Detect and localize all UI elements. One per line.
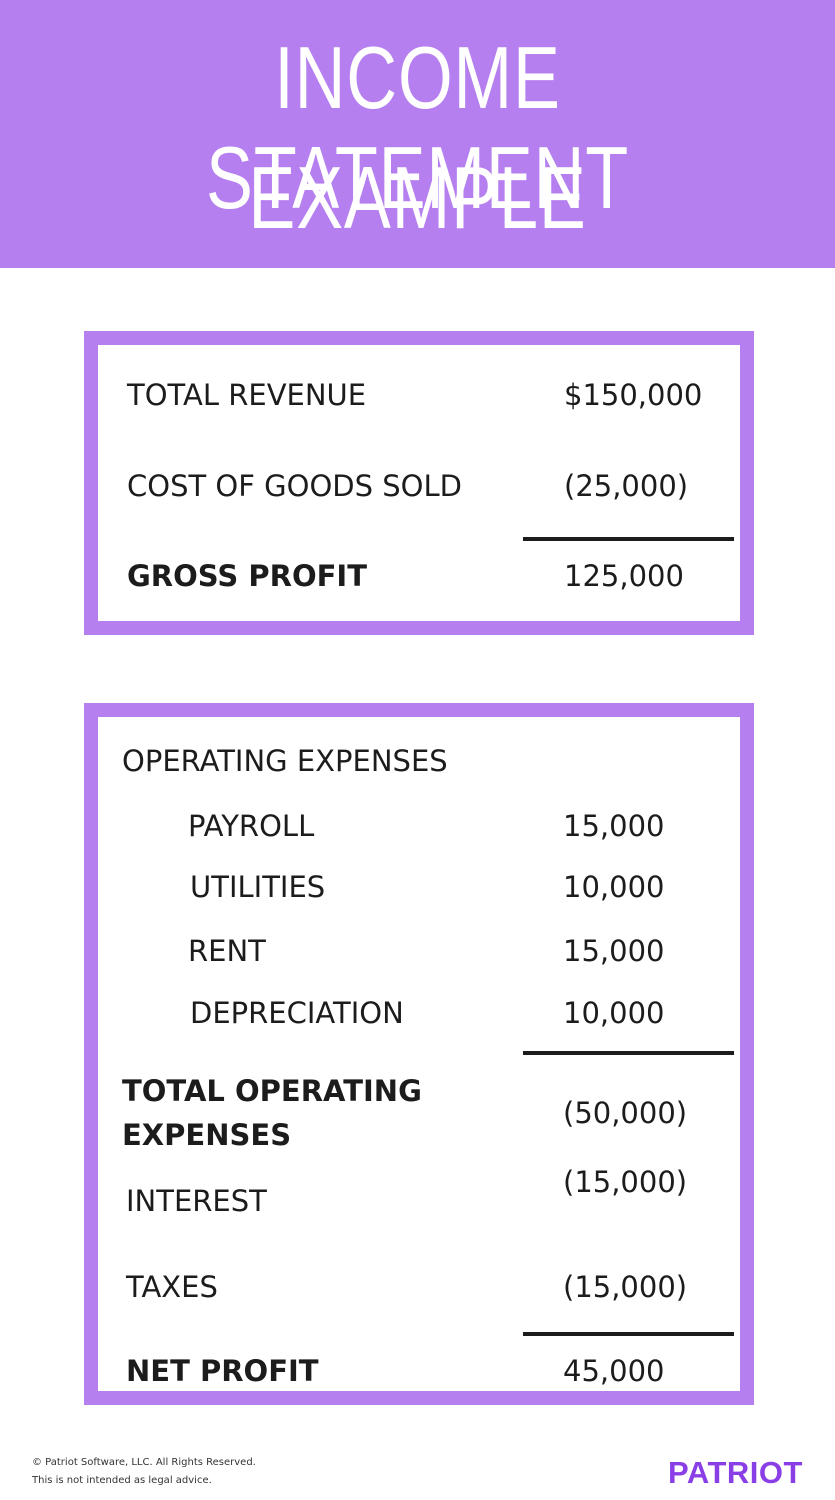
expense-item-value: 15,000 [563, 809, 665, 843]
total-revenue-label: TOTAL REVENUE [127, 378, 367, 412]
gross-profit-label: GROSS PROFIT [127, 559, 367, 593]
total-operating-value: (50,000) [563, 1096, 688, 1130]
taxes-label: TAXES [126, 1270, 218, 1304]
net-profit-label: NET PROFIT [126, 1354, 319, 1388]
copyright-notice: © Patriot Software, LLC. All Rights Rese… [32, 1457, 256, 1468]
expense-item-value: 15,000 [563, 934, 665, 968]
subtotal-rule [523, 537, 734, 541]
taxes-value: (15,000) [563, 1270, 688, 1304]
gross-profit-value: 125,000 [564, 559, 684, 593]
patriot-logo: PATRIOT [668, 1455, 803, 1490]
operating-expenses-card-body: OPERATING EXPENSES PAYROLL 15,000 UTILIT… [98, 717, 740, 1391]
cogs-value: (25,000) [564, 469, 689, 503]
gross-profit-card: TOTAL REVENUE $150,000 COST OF GOODS SOL… [84, 331, 754, 635]
subtotal-rule [523, 1332, 734, 1336]
expense-item-label: DEPRECIATION [190, 996, 404, 1030]
expense-item-value: 10,000 [563, 996, 665, 1030]
page-title-line-1: INCOME STATEMENT [205, 28, 630, 227]
interest-value: (15,000) [563, 1165, 688, 1199]
total-operating-label-line-1: TOTAL OPERATING [122, 1074, 422, 1108]
header-banner: INCOME STATEMENT EXAMPLE [0, 0, 835, 268]
interest-label: INTEREST [126, 1184, 267, 1218]
expense-item-label: RENT [188, 934, 266, 968]
operating-expenses-card: OPERATING EXPENSES PAYROLL 15,000 UTILIT… [84, 703, 754, 1405]
total-revenue-value: $150,000 [564, 378, 703, 412]
total-operating-label-line-2: EXPENSES [122, 1118, 292, 1152]
legal-disclaimer: This is not intended as legal advice. [32, 1475, 212, 1486]
subtotal-rule [523, 1051, 734, 1055]
page-title-line-2: EXAMPLE [248, 148, 587, 247]
net-profit-value: 45,000 [563, 1354, 665, 1388]
expense-item-value: 10,000 [563, 870, 665, 904]
expense-item-label: UTILITIES [190, 870, 326, 904]
gross-profit-card-body: TOTAL REVENUE $150,000 COST OF GOODS SOL… [98, 345, 740, 621]
expense-item-label: PAYROLL [188, 809, 315, 843]
operating-expenses-heading: OPERATING EXPENSES [122, 744, 448, 778]
cogs-label: COST OF GOODS SOLD [127, 469, 462, 503]
